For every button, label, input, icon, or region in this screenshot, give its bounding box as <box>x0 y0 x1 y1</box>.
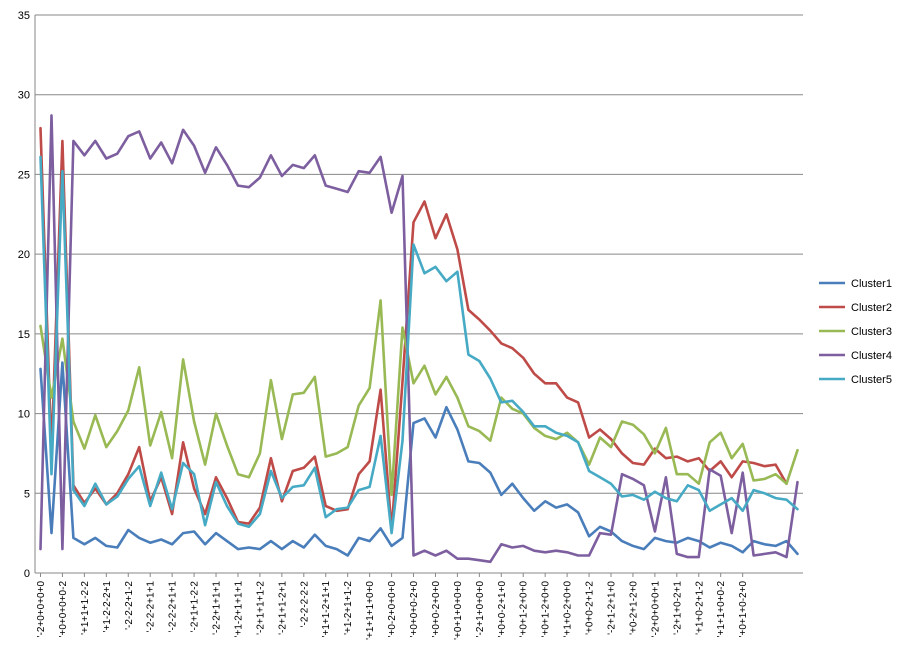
legend-label: Cluster3 <box>851 326 892 338</box>
x-tick-label: '+0-2+1-2+0 <box>628 581 639 635</box>
y-tick-label: 15 <box>18 329 30 341</box>
axes <box>34 15 803 574</box>
y-tick-label: 20 <box>18 249 30 261</box>
x-tick-label: '+0+1+0+0+0 <box>453 581 464 640</box>
x-tick-label: '-2-2-2-2-2 <box>299 581 310 628</box>
x-tick-label: '-2-2-2+1+1 <box>146 581 157 633</box>
x-tick-label: '+1+1+0+0-2 <box>716 581 727 638</box>
legend-label: Cluster4 <box>851 350 892 362</box>
series-line-cluster4 <box>39 114 799 564</box>
legend-label: Cluster2 <box>851 302 892 314</box>
x-tick-label: '+1+1-2+1+1 <box>321 581 332 638</box>
x-tick-label: '+0+0+0-2+0 <box>409 581 420 638</box>
y-axis-ticks: 0 5 10 15 20 25 30 35 <box>18 10 30 580</box>
series-line-cluster3 <box>39 299 799 497</box>
y-tick-label: 5 <box>24 488 30 500</box>
y-tick-label: 0 <box>24 568 30 580</box>
series-lines <box>39 114 799 564</box>
gridlines <box>35 14 803 494</box>
y-tick-label: 25 <box>18 169 30 181</box>
x-tick-label: '+0+0+0+0-2 <box>58 581 69 638</box>
x-tick-label: '+0-2+0+0+0 <box>387 581 398 638</box>
series-line-cluster2 <box>39 126 788 532</box>
x-tick-label: '-2+1+1-2+1 <box>277 581 288 635</box>
y-tick-label: 35 <box>18 10 30 22</box>
x-tick-label: '-2+0+0+0+1 <box>650 581 661 638</box>
series-line-cluster1 <box>39 361 799 557</box>
x-tick-label: '+0+0-2+1+0 <box>497 581 508 638</box>
x-tick-label: '+1-2+1+1-2 <box>343 581 354 635</box>
x-tick-label: '+1+0-2+0+0 <box>563 581 574 638</box>
x-tick-label: '+0+0-2+1-2 <box>585 581 596 635</box>
x-tick-label: '-2-2+1+1+1 <box>212 581 223 635</box>
x-tick-label: '-2+1-2+1+0 <box>607 581 618 635</box>
x-tick-label: '+1+1+1+0+0 <box>365 581 376 640</box>
x-tick-label: '-2+1+1+1-2 <box>255 581 266 635</box>
x-tick-label: '-2+1+0+0+0 <box>475 581 486 638</box>
series-line-cluster5 <box>39 155 799 535</box>
x-tick-label: '+0+1-2+0+0 <box>541 581 552 638</box>
x-tick-label: '+1+1+1-2-2 <box>80 581 91 635</box>
x-axis-ticks: '-2+0+0+0+0 '+0+0+0+0-2 '+1+1+1-2-2 '+1-2-2… <box>36 573 749 640</box>
x-tick-label: '+1-2+1+1+1 <box>233 581 244 638</box>
legend-label: Cluster5 <box>851 374 892 386</box>
x-tick-label: '-2+1+0-2+1 <box>672 581 683 635</box>
y-tick-label: 30 <box>18 90 30 102</box>
legend: Cluster1 Cluster2 Cluster3 Cluster4 Cluster5 <box>819 278 892 386</box>
x-tick-label: '-2-2-2+1-2 <box>124 581 135 630</box>
x-tick-label: '-2-2-2+1+1 <box>168 581 179 633</box>
x-tick-label: '+0+1-2+0+0 <box>519 581 530 638</box>
x-tick-label: '+0+0-2+0+0 <box>431 581 442 638</box>
y-tick-label: 10 <box>18 409 30 421</box>
x-tick-label: '+1-2-2-2+1 <box>102 581 113 633</box>
x-tick-label: '+0+1+0-2+0 <box>738 581 749 638</box>
x-tick-label: '+1+0-2+1-2 <box>694 581 705 635</box>
x-tick-label: '-2+1+1-2-2 <box>190 581 201 633</box>
x-tick-label: '-2+0+0+0+0 <box>36 581 47 638</box>
legend-label: Cluster1 <box>851 278 892 290</box>
